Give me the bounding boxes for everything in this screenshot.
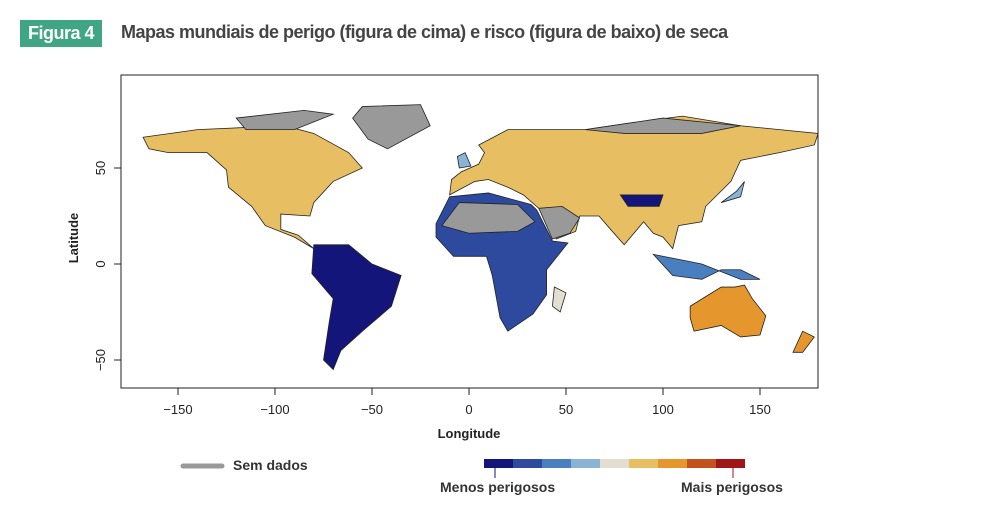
land-siberia-north [585, 117, 741, 134]
x-axis-label: Longitude [438, 426, 501, 441]
x-tick-label: 150 [749, 402, 771, 417]
x-tick-label: −50 [361, 402, 383, 417]
figure-title: Mapas mundiais de perigo (figura de cima… [121, 22, 728, 42]
land-uk [456, 152, 472, 169]
y-tick-label: −50 [93, 349, 108, 371]
land-australia [689, 284, 767, 338]
y-tick-label: 50 [93, 161, 108, 175]
land-south-america [311, 244, 402, 371]
scale-swatch [513, 459, 542, 468]
scale-swatch [484, 459, 513, 468]
scale-swatch [716, 459, 745, 468]
low-hazard-label: Menos perigosos [440, 479, 556, 495]
land-madagascar [551, 286, 567, 313]
land-japan [720, 181, 745, 203]
x-tick-label: 0 [465, 402, 472, 417]
no-data-label: Sem dados [233, 457, 308, 473]
land-indonesia [652, 253, 761, 280]
y-axis-label: Latitude [66, 213, 81, 264]
land-masses [142, 104, 819, 371]
color-scale [484, 459, 745, 478]
scale-swatch [658, 459, 687, 468]
land-sahara [441, 202, 536, 234]
scale-swatch [542, 459, 571, 468]
scale-swatch [629, 459, 658, 468]
x-tick-label: −150 [163, 402, 192, 417]
x-tick-label: −100 [260, 402, 289, 417]
scale-swatch [571, 459, 600, 468]
land-north-america [142, 125, 363, 249]
high-hazard-label: Mais perigosos [681, 479, 783, 495]
scale-swatch [600, 459, 629, 468]
figure-badge: Figura 4 [20, 20, 103, 47]
land-new-zealand [792, 330, 815, 353]
x-tick-label: 50 [559, 402, 573, 417]
land-arctic-canada [235, 109, 335, 131]
land-greenland [352, 104, 431, 150]
land-arabia [538, 205, 581, 240]
x-tick-label: 100 [652, 402, 674, 417]
y-tick-label: 0 [93, 260, 108, 267]
land-tibet [619, 194, 664, 207]
scale-swatch [687, 459, 716, 468]
